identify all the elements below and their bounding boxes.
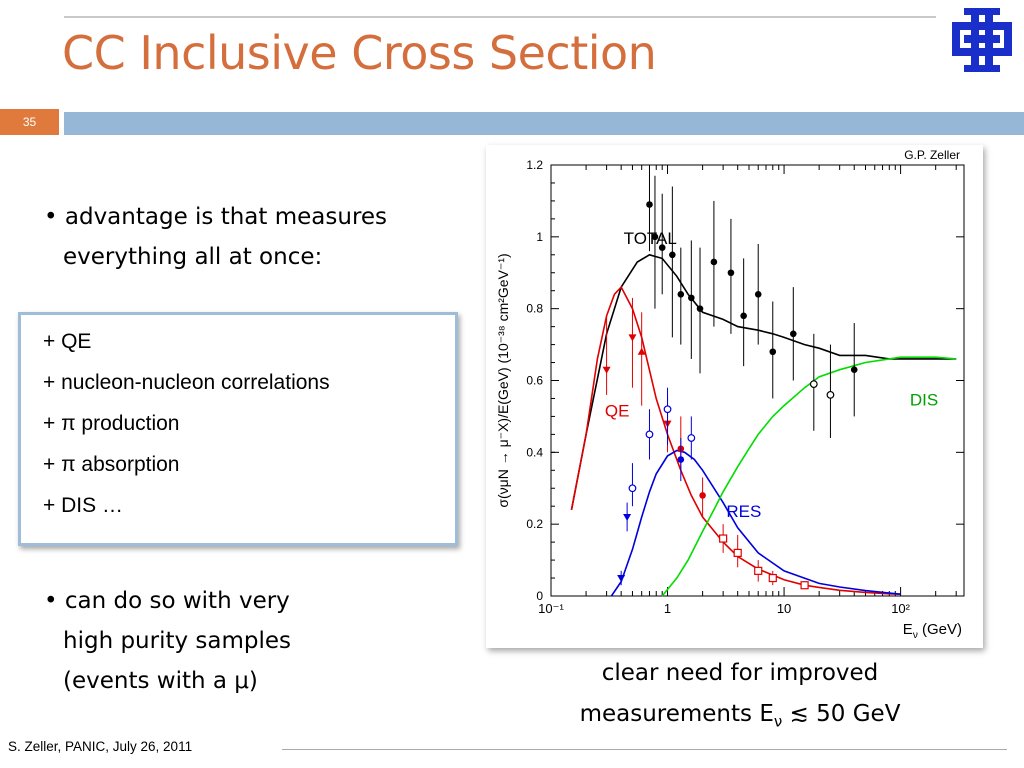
x-tick-label: 10⁻¹ xyxy=(538,601,564,616)
x-tick-label: 10 xyxy=(777,601,791,616)
x-tick-label: 10² xyxy=(891,601,910,616)
bullet-2-line-2: high purity samples xyxy=(63,628,292,654)
x-axis-label-unit: (GeV) xyxy=(918,621,962,638)
y-tick-label: 1.2 xyxy=(526,158,543,172)
y-tick-label: 0.2 xyxy=(526,517,543,531)
slide-title: CC Inclusive Cross Section xyxy=(62,26,657,80)
caption-line-2: measurements Eν ≲ 50 GeV xyxy=(540,701,940,731)
caption-line-1: clear need for improved xyxy=(601,660,879,686)
box-item-nn-correlations: + nucleon-nucleon correlations xyxy=(43,371,330,394)
box-item-pi-absorption: + π absorption xyxy=(43,453,180,476)
curve-total xyxy=(570,253,957,510)
data-point xyxy=(740,312,747,320)
bullet-2-line-3: (events with a μ) xyxy=(63,668,258,694)
data-point xyxy=(628,334,637,342)
data-point xyxy=(754,291,762,298)
bullet-2-line-1: • can do so with very xyxy=(44,588,290,614)
chart-svg: G.P. Zeller 0 0.2 0.4 0.6 0.8 1 1.2 10⁻¹ 1 10 10² Eν… xyxy=(495,148,965,641)
data-point xyxy=(850,366,858,374)
data-point xyxy=(602,366,611,374)
data-point xyxy=(688,294,695,302)
data-point xyxy=(663,405,672,414)
x-axis-label-sub: ν xyxy=(913,630,918,641)
plot-frame xyxy=(550,164,965,597)
y-tick-label: 0 xyxy=(536,589,543,603)
data-point xyxy=(658,244,666,251)
curve-dis xyxy=(661,356,957,597)
data-point xyxy=(623,513,632,521)
data-point xyxy=(769,348,777,356)
data-point xyxy=(733,548,742,557)
caption-line-2-text: measurements E xyxy=(579,701,774,727)
data-point xyxy=(637,347,646,355)
curve-res xyxy=(610,449,901,597)
curve-qe xyxy=(570,285,901,595)
annotation-dis: DIS xyxy=(910,391,938,410)
x-axis-label: Eν (GeV) xyxy=(903,621,962,641)
contribution-box: + QE + nucleon-nucleon correlations + π … xyxy=(18,312,458,546)
data-point xyxy=(789,330,797,338)
data-point xyxy=(699,492,706,499)
box-item-pi-production: + π production xyxy=(43,412,180,435)
fermilab-logo-icon xyxy=(952,8,1012,72)
bullet-1-line-1: • advantage is that measures xyxy=(44,204,388,230)
data-point xyxy=(677,456,685,463)
y-tick-label: 0.8 xyxy=(526,302,543,316)
data-point xyxy=(809,380,818,388)
data-point xyxy=(719,534,728,543)
data-point xyxy=(645,430,654,439)
annotation-total: TOTAL xyxy=(624,229,677,248)
annotation-res: RES xyxy=(726,502,761,521)
data-point xyxy=(677,291,685,298)
y-tick-label: 0.4 xyxy=(526,445,543,459)
caption-line-2-end: ≲ 50 GeV xyxy=(782,701,901,727)
footer-text: S. Zeller, PANIC, July 26, 2011 xyxy=(8,739,193,754)
slide-number: 35 xyxy=(0,109,59,135)
data-point xyxy=(768,573,777,583)
caption-subscript: ν xyxy=(773,712,783,731)
data-point xyxy=(754,566,763,575)
x-axis-label-main: E xyxy=(903,621,913,638)
x-tick-label: 1 xyxy=(664,601,671,616)
data-point xyxy=(617,575,626,583)
data-point xyxy=(826,390,835,399)
top-rule xyxy=(64,16,936,18)
data-point xyxy=(669,251,676,259)
data-point xyxy=(727,269,735,277)
y-tick-label: 0.6 xyxy=(526,374,543,388)
data-point xyxy=(696,305,704,312)
data-point xyxy=(687,434,696,442)
data-point xyxy=(628,484,637,493)
chart-credit: G.P. Zeller xyxy=(904,148,960,162)
annotation-qe: QE xyxy=(605,401,630,420)
y-axis-label: σ(νμN → μ⁻X)/E(GeV) (10⁻³⁸ cm²GeV⁻¹) xyxy=(495,253,511,507)
data-point xyxy=(651,233,659,241)
bottom-rule xyxy=(282,749,1007,750)
box-item-qe: + QE xyxy=(43,330,92,353)
data-point xyxy=(646,201,653,208)
data-point xyxy=(710,258,718,266)
data-point xyxy=(800,581,809,590)
header-band xyxy=(64,112,1024,135)
bullet-1-line-2: everything all at once: xyxy=(63,244,323,270)
cross-section-chart: G.P. Zeller 0 0.2 0.4 0.6 0.8 1 1.2 10⁻¹ 1 10 10² Eν… xyxy=(486,145,983,648)
box-item-dis: + DIS … xyxy=(43,494,123,517)
y-tick-label: 1 xyxy=(536,230,543,244)
